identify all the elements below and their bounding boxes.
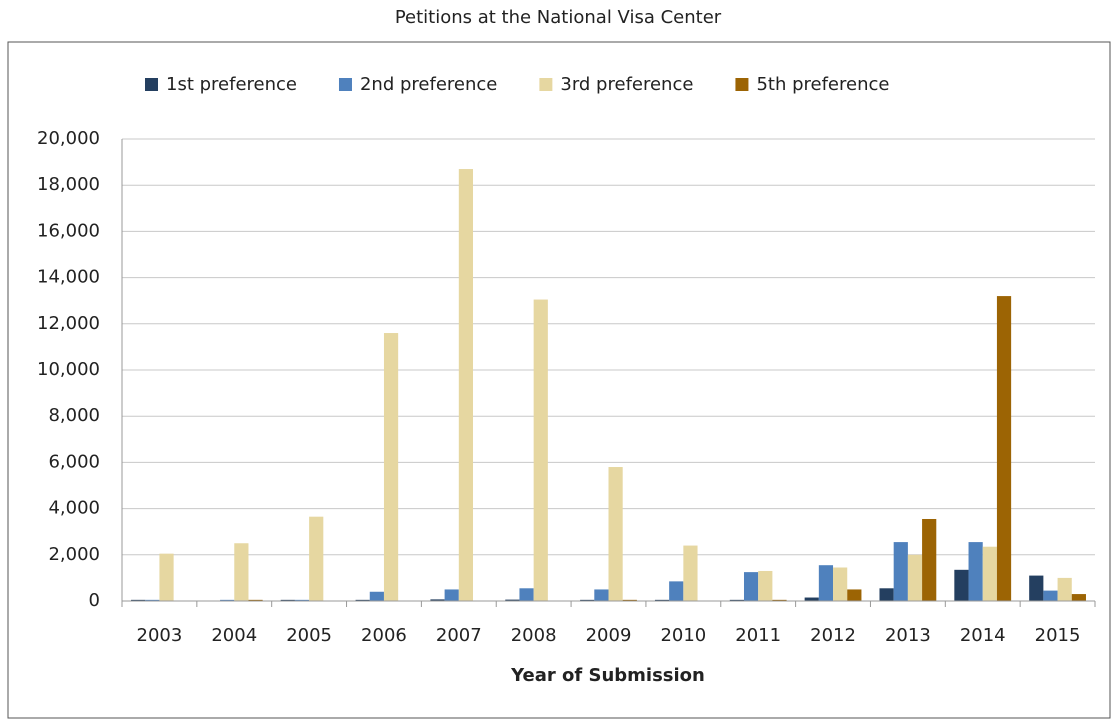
- bar: [220, 599, 235, 601]
- bar: [922, 518, 937, 601]
- bar: [654, 599, 670, 601]
- bar: [1071, 594, 1086, 601]
- bar: [729, 599, 744, 601]
- bar: [580, 599, 595, 601]
- bar: [954, 569, 969, 601]
- bar: [804, 597, 819, 601]
- legend-label: 5th preference: [756, 74, 889, 95]
- bar: [234, 543, 249, 601]
- bar: [594, 589, 609, 601]
- bar: [683, 545, 698, 601]
- x-tick-label: 2007: [436, 625, 482, 646]
- legend-swatch: [539, 78, 553, 91]
- bar: [383, 333, 399, 601]
- bar: [907, 554, 923, 601]
- y-tick-label: 18,000: [37, 174, 100, 195]
- bar: [533, 299, 548, 601]
- bar: [1043, 590, 1058, 601]
- bar: [280, 599, 295, 601]
- y-tick-label: 6,000: [48, 451, 100, 472]
- bar: [743, 572, 759, 601]
- bar: [772, 599, 787, 601]
- legend-label: 1st preference: [166, 74, 297, 95]
- x-tick-label: 2008: [511, 625, 557, 646]
- bar: [879, 588, 894, 601]
- y-tick-label: 12,000: [37, 313, 100, 334]
- x-tick-label: 2005: [286, 625, 332, 646]
- legend-label: 3rd preference: [560, 74, 693, 95]
- x-tick-label: 2003: [137, 625, 183, 646]
- bar: [1057, 577, 1072, 601]
- bar: [758, 570, 773, 601]
- y-tick-label: 14,000: [37, 267, 100, 288]
- legend-swatch: [145, 78, 158, 91]
- bar: [608, 467, 623, 601]
- bar: [430, 599, 445, 601]
- bar: [505, 599, 520, 601]
- bar: [145, 599, 160, 601]
- y-tick-label: 10,000: [37, 359, 100, 380]
- bar: [131, 599, 146, 601]
- legend-swatch: [735, 78, 749, 91]
- x-axis-title: Year of Submission: [510, 665, 705, 686]
- bar: [369, 591, 384, 601]
- legend-swatch: [338, 78, 352, 91]
- y-tick-label: 2,000: [48, 544, 100, 565]
- legend-label: 2nd preference: [360, 74, 497, 95]
- x-tick-label: 2012: [810, 625, 856, 646]
- bar: [458, 169, 474, 601]
- bar: [355, 599, 370, 601]
- y-tick-label: 8,000: [48, 405, 100, 426]
- y-tick-label: 4,000: [48, 498, 100, 519]
- bar: [818, 565, 834, 601]
- bar: [847, 589, 862, 601]
- chart-frame: [7, 41, 1111, 719]
- bar: [669, 581, 684, 601]
- chart-title: Petitions at the National Visa Center: [395, 7, 722, 28]
- bar: [968, 542, 983, 601]
- bar: [444, 589, 459, 601]
- x-tick-label: 2015: [1035, 625, 1081, 646]
- bar: [622, 599, 637, 601]
- x-tick-label: 2006: [361, 625, 407, 646]
- bar: [893, 542, 908, 601]
- y-tick-label: 16,000: [37, 220, 100, 241]
- bar: [996, 296, 1012, 601]
- bar: [159, 553, 174, 601]
- bar: [1029, 575, 1044, 601]
- y-tick-label: 0: [89, 590, 100, 611]
- x-tick-label: 2009: [586, 625, 632, 646]
- bar: [519, 588, 534, 601]
- bar: [248, 599, 263, 601]
- bar: [294, 599, 310, 601]
- x-tick-label: 2011: [735, 625, 781, 646]
- y-tick-label: 20,000: [37, 128, 100, 149]
- x-tick-label: 2010: [660, 625, 706, 646]
- x-tick-label: 2004: [211, 625, 257, 646]
- bar: [833, 567, 848, 601]
- x-tick-label: 2014: [960, 625, 1006, 646]
- bar: [309, 516, 324, 601]
- x-tick-label: 2013: [885, 625, 931, 646]
- bar: [982, 546, 997, 601]
